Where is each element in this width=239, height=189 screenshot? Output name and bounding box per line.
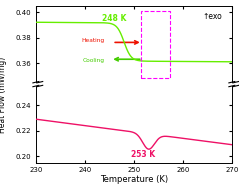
Text: ↑exo: ↑exo <box>202 12 222 21</box>
Text: 248 K: 248 K <box>102 14 126 23</box>
Text: Heating: Heating <box>81 38 104 43</box>
Text: Heat Flow (mW/mg): Heat Flow (mW/mg) <box>0 56 7 133</box>
Text: 253 K: 253 K <box>131 150 156 160</box>
X-axis label: Temperature (K): Temperature (K) <box>100 175 168 184</box>
Text: Cooling: Cooling <box>82 58 104 63</box>
